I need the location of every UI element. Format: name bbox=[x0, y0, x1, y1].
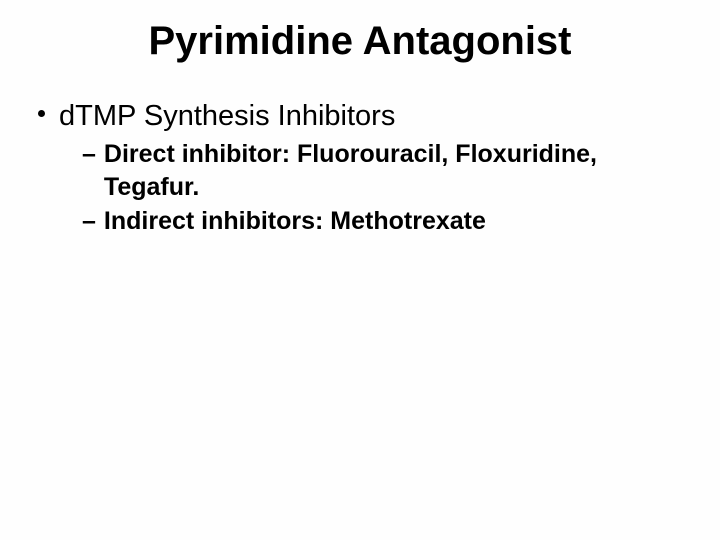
bullet-level2: – Indirect inhibitors: Methotrexate bbox=[82, 205, 684, 238]
bullet-level1: dTMP Synthesis Inhibitors bbox=[38, 98, 684, 134]
bullet-level1-text: dTMP Synthesis Inhibitors bbox=[59, 98, 395, 134]
slide-body: dTMP Synthesis Inhibitors – Direct inhib… bbox=[36, 98, 684, 238]
bullet-dash-icon: – bbox=[82, 205, 96, 238]
bullet-level2: – Direct inhibitor: Fluorouracil, Floxur… bbox=[82, 138, 684, 203]
slide-title: Pyrimidine Antagonist bbox=[36, 18, 684, 64]
bullet-level2-text: Indirect inhibitors: Methotrexate bbox=[104, 205, 486, 238]
sublist: – Direct inhibitor: Fluorouracil, Floxur… bbox=[38, 138, 684, 238]
bullet-level2-text: Direct inhibitor: Fluorouracil, Floxurid… bbox=[104, 138, 684, 203]
bullet-disc-icon bbox=[38, 110, 45, 117]
slide: Pyrimidine Antagonist dTMP Synthesis Inh… bbox=[0, 0, 720, 540]
bullet-dash-icon: – bbox=[82, 138, 96, 171]
